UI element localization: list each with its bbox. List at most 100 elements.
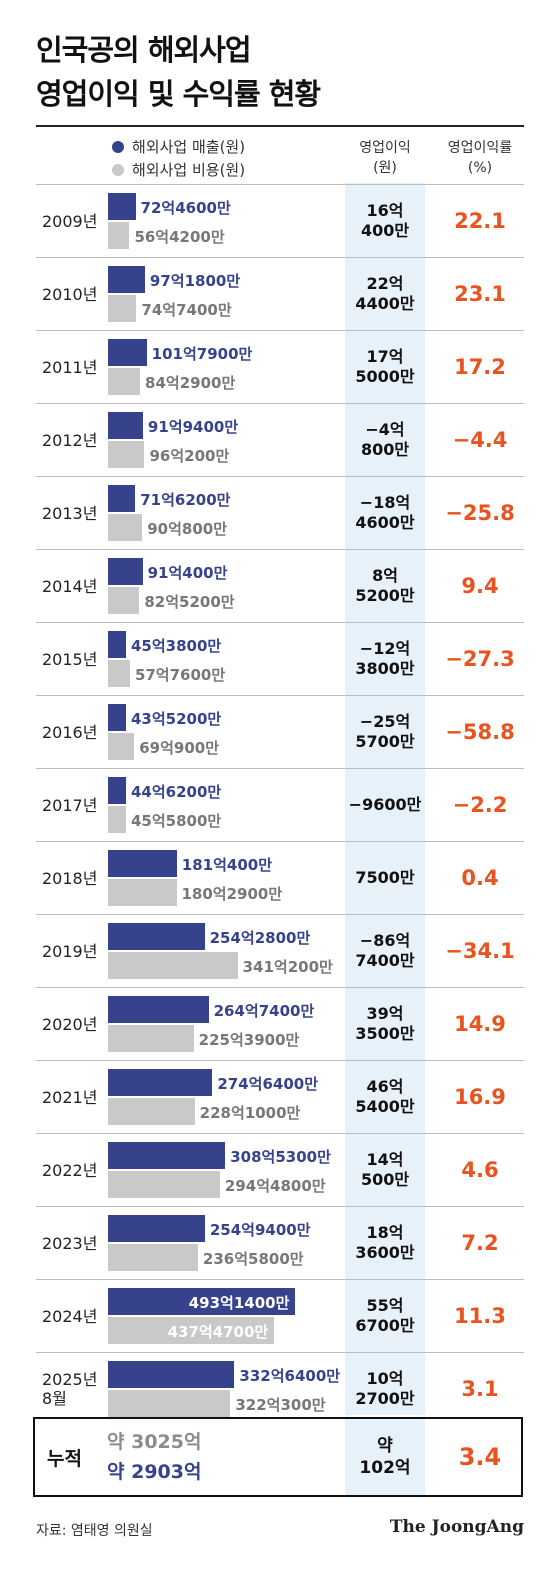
operating-margin-value: 7.2 <box>461 1231 499 1255</box>
revenue-value-label: 72억4600만 <box>140 199 231 217</box>
cost-value-label: 96억200만 <box>149 447 230 465</box>
table-row: 2016년 43억5200만 69억900만 −25억 5700만 −58.8 <box>36 695 524 769</box>
revenue-bar <box>108 412 143 439</box>
brand-logo: The JoongAng <box>389 1517 524 1537</box>
table-row: 2023년 254억9400만 236억5800만 18억 3600만 7.2 <box>36 1206 524 1280</box>
operating-profit-value: 10억 2700만 <box>355 1369 415 1408</box>
cost-bar <box>108 879 177 906</box>
table-row: 2024년 493억1400만 437억4700만 55억 6700만 11.3 <box>36 1279 524 1353</box>
operating-margin-value: −2.2 <box>452 793 508 817</box>
operating-profit-value: −4억 800만 <box>360 420 410 459</box>
revenue-value-label: 91억9400만 <box>147 418 239 436</box>
cumulative-total-box: 누적 약 3025억 약 2903억 약 102억 3.4 <box>33 1417 523 1497</box>
cost-bar <box>108 660 130 687</box>
cost-value-label: 69억900만 <box>139 739 220 757</box>
cost-bar <box>108 1171 220 1198</box>
cost-bar <box>108 1317 275 1344</box>
col-op-line1: 영업이익 <box>359 140 411 156</box>
table-row: 2014년 91억400만 82억5200만 8억 5200만 9.4 <box>36 549 524 623</box>
cost-value-label: 57억7600만 <box>134 666 226 684</box>
operating-margin-value: 3.1 <box>461 1377 499 1401</box>
title-line-1: 인국공의 해외사업 <box>36 33 252 67</box>
operating-margin-value: −34.1 <box>445 939 515 963</box>
year-label: 2021년 <box>42 1087 98 1107</box>
cost-bar <box>108 1244 198 1271</box>
cost-value-label: 322억300만 <box>235 1396 326 1414</box>
cost-value-label: 84억2900만 <box>145 374 236 392</box>
table-row: 2019년 254억2800만 341억200만 −86억 7400만 −34.1 <box>36 914 524 988</box>
operating-profit-value: −86억 7400만 <box>355 931 415 970</box>
operating-profit-value: 8억 5200만 <box>355 566 415 605</box>
operating-profit-value: 7500만 <box>355 868 415 887</box>
year-label: 2019년 <box>42 941 98 961</box>
revenue-value-label: 254억9400만 <box>209 1221 311 1239</box>
cost-value-label: 225억3900만 <box>198 1031 300 1049</box>
year-label: 2024년 <box>42 1306 98 1326</box>
operating-margin-value: 14.9 <box>454 1012 506 1036</box>
legend-revenue-label: 해외사업 매출(원) <box>132 138 246 156</box>
title-line-2: 영업이익 및 수익률 현황 <box>36 77 321 111</box>
table-row: 2012년 91억9400만 96억200만 −4억 800만 −4.4 <box>36 403 524 477</box>
revenue-swatch-icon <box>112 141 124 153</box>
cost-bar <box>108 1098 195 1125</box>
cost-bar <box>108 368 141 395</box>
table-row: 2009년 72억4600만 56억4200만 16억 400만 22.1 <box>36 184 524 258</box>
year-label: 2016년 <box>42 722 98 742</box>
revenue-bar <box>108 1142 226 1169</box>
operating-margin-value: 0.4 <box>461 866 499 890</box>
operating-profit-value: 16억 400만 <box>360 201 410 240</box>
operating-margin-value: 4.6 <box>461 1158 499 1182</box>
revenue-value-label: 274억6400만 <box>217 1075 319 1093</box>
cost-value-label: 56억4200만 <box>134 228 225 246</box>
revenue-bar <box>108 339 147 366</box>
cost-bar <box>108 222 130 249</box>
operating-margin-value: −25.8 <box>445 501 515 525</box>
table-row: 2018년 181억400만 180억2900만 7500만 0.4 <box>36 841 524 915</box>
year-label: 2025년 8월 <box>42 1370 98 1408</box>
cost-value-label: 236억5800만 <box>202 1250 304 1268</box>
revenue-bar <box>108 631 126 658</box>
operating-profit-value: 14억 500만 <box>360 1150 410 1189</box>
operating-profit-value: −12억 3800만 <box>355 639 415 678</box>
revenue-value-label: 493억1400만 <box>188 1294 290 1312</box>
year-label: 2017년 <box>42 795 98 815</box>
cost-bar <box>108 806 126 833</box>
revenue-bar <box>108 266 145 293</box>
col-margin-line2: (%) <box>467 160 493 176</box>
revenue-bar <box>108 485 136 512</box>
col-margin-line1: 영업이익률 <box>447 140 513 156</box>
total-revenue: 약 2903억 <box>107 1461 202 1483</box>
operating-margin-value: −4.4 <box>452 428 508 452</box>
year-label: 2023년 <box>42 1233 98 1253</box>
legend-cost-label: 해외사업 비용(원) <box>132 161 246 179</box>
table-row: 2020년 264억7400만 225억3900만 39억 3500만 14.9 <box>36 987 524 1061</box>
year-label: 2020년 <box>42 1014 98 1034</box>
revenue-bar <box>108 1069 213 1096</box>
cost-value-label: 74억7400만 <box>141 301 232 319</box>
cost-value-label: 180억2900만 <box>181 885 283 903</box>
revenue-value-label: 45억3800만 <box>131 637 222 655</box>
year-label: 2009년 <box>42 211 98 231</box>
table-row: 2025년 8월 332억6400만 322억300만 10억 2700만 3.1 <box>36 1352 524 1426</box>
year-label: 2010년 <box>42 284 98 304</box>
year-label: 2015년 <box>42 649 98 669</box>
revenue-bar <box>108 1361 235 1388</box>
operating-profit-value: 17억 5000만 <box>355 347 415 386</box>
cost-bar <box>108 587 140 614</box>
cost-bar <box>108 514 143 541</box>
cost-value-label: 45억5800만 <box>131 812 222 830</box>
revenue-value-label: 91억400만 <box>147 564 228 582</box>
revenue-bar <box>108 777 126 804</box>
year-label: 2013년 <box>42 503 98 523</box>
revenue-value-label: 264억7400만 <box>213 1002 315 1020</box>
operating-profit-value: −25억 5700만 <box>355 712 415 751</box>
header-divider <box>36 125 524 127</box>
cost-value-label: 341억200만 <box>242 958 333 976</box>
revenue-value-label: 101억7900만 <box>151 345 253 363</box>
operating-profit-value: −9600만 <box>348 795 422 814</box>
cost-bar <box>108 1025 194 1052</box>
operating-margin-value: −58.8 <box>445 720 515 744</box>
revenue-value-label: 181억400만 <box>181 856 273 874</box>
operating-margin-value: 11.3 <box>454 1304 506 1328</box>
total-cost: 약 3025억 <box>107 1431 202 1453</box>
